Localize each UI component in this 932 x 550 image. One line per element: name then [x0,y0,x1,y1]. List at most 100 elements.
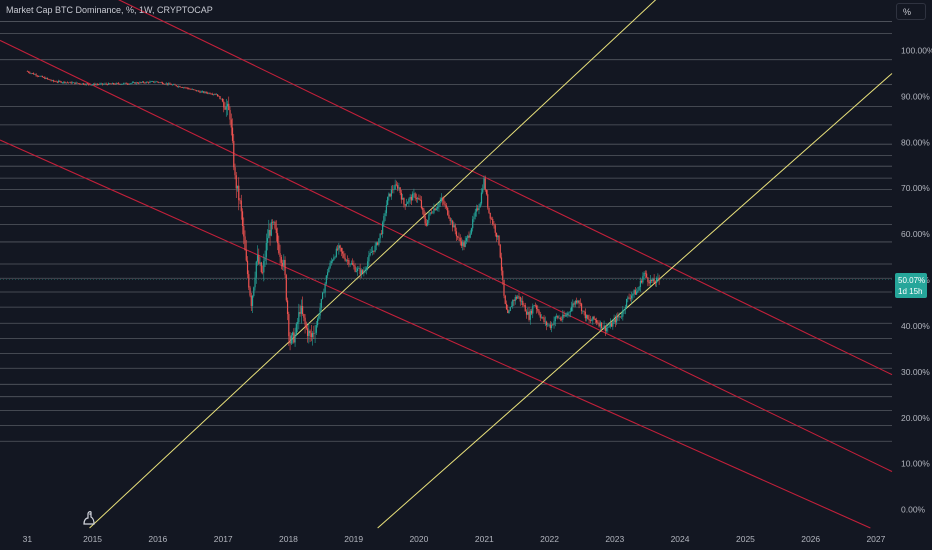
candle-body [490,218,493,220]
candle-body [289,336,291,344]
tradingview-logo-icon[interactable] [80,508,98,526]
candle-body [332,260,334,262]
candle-body [585,315,588,319]
candle-body [362,270,364,274]
candle-body [473,216,475,220]
candle-body [311,333,314,337]
candle-body [599,322,601,327]
candle-body [404,204,406,206]
candle-body [131,82,134,84]
candle-body [577,300,579,303]
candle-body [74,82,76,84]
candle-body [570,306,573,312]
candle-body [646,273,648,278]
candle-body [657,277,659,279]
candle-body [465,237,468,241]
candle-body [121,83,124,85]
candle-body [363,271,365,274]
candle-body [385,205,387,214]
candle-body [178,86,180,87]
candle-body [176,86,179,87]
candle-body [215,94,217,95]
candle-body [221,98,224,102]
candle-body [213,94,215,95]
candle-body [83,83,85,85]
candle-body [422,207,424,210]
candle-body [200,91,202,93]
candle-body [58,80,60,82]
candle-body [564,315,566,317]
candle-body [275,228,277,234]
candle-body [106,84,109,85]
candle-body [656,277,658,284]
candle-body [210,93,212,95]
x-tick-label: 2018 [279,534,298,544]
candle-body [520,300,523,302]
last-price-value: 50.07% [898,275,926,285]
candle-body [649,279,651,284]
candle-body [400,192,403,200]
candle-body [462,242,464,246]
candle-body [27,71,30,73]
candle-body [483,178,485,189]
candle-body [164,83,166,85]
candle-body [30,73,32,74]
candle-body [299,312,301,314]
candle-body [236,185,239,189]
candle-body [419,199,421,201]
candle-body [360,270,362,275]
candle-body [538,310,540,315]
candle-body [136,82,139,84]
candle-body [138,83,140,84]
candle-body [392,189,394,191]
y-tick-label: 80.00% [901,137,930,147]
candle-body [256,255,259,262]
yellow-trend-line [377,73,893,529]
candle-body [343,253,345,258]
candle-body [545,321,548,326]
candle-body [81,83,83,85]
candle-body [99,83,101,85]
candle-body [595,320,598,323]
candle-body [629,298,631,299]
candle-body [514,297,516,301]
horizontal-levels [0,21,892,442]
candle-body [344,257,346,261]
candle-body [65,82,67,84]
x-tick-label: 2023 [605,534,624,544]
candle-body [280,256,282,263]
candle-body [85,83,87,85]
candle-body [159,82,161,83]
candle-body [306,328,309,336]
candle-body [103,84,105,85]
candle-body [370,252,372,253]
candle-body [477,208,479,210]
candle-body [398,187,400,189]
candle-body [93,83,95,85]
candle-body [203,91,205,93]
candle-body [534,305,536,306]
red-trend-line [118,0,893,376]
candle-body [528,311,530,320]
candle-body [223,101,225,108]
unit-toggle-button[interactable]: % [896,3,926,20]
candle-body [567,312,569,316]
candle-body [44,77,46,79]
candle-body [493,224,495,226]
candle-body [373,250,375,252]
candle-body [525,311,528,315]
candle-body [412,193,414,201]
candle-body [113,83,115,85]
candle-body [372,250,374,253]
candle-body [328,267,330,273]
candle-body [156,81,159,83]
candle-body [588,318,590,321]
candle-body [319,307,321,316]
candle-body [41,76,43,78]
candle-body [620,316,623,318]
red-trend-line [0,139,871,529]
candles [0,70,892,351]
candle-body [573,303,575,305]
candle-body [548,324,550,326]
